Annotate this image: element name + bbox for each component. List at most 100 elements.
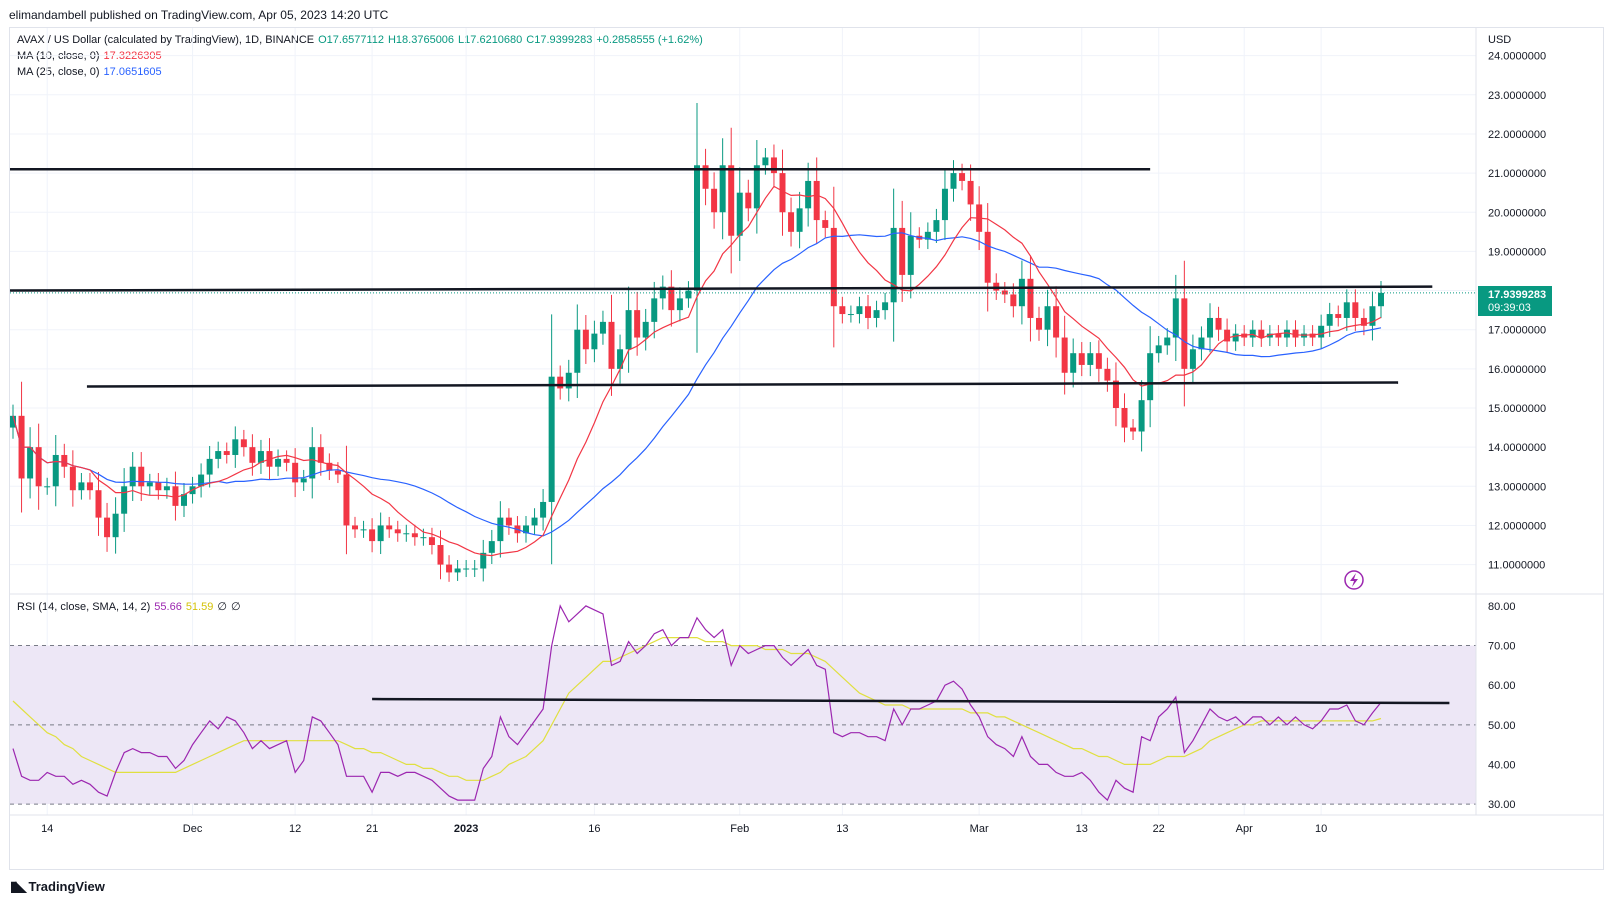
price-tick-label: 23.0000000	[1488, 90, 1546, 102]
candle-down	[292, 462, 299, 483]
support-resistance-line[interactable]	[86, 381, 1399, 388]
price-tick-label: 21.0000000	[1488, 168, 1546, 180]
candle-down	[830, 227, 837, 307]
candle-up	[941, 188, 948, 221]
candle-up	[625, 310, 632, 350]
candle-up	[1369, 306, 1376, 326]
candle-up	[1087, 353, 1094, 365]
candle-down	[668, 286, 675, 311]
candle-down	[1001, 290, 1008, 295]
rsi-trend-line[interactable]	[372, 697, 1450, 705]
current-price-badge: 17.9399283 09:39:03	[1478, 286, 1552, 316]
price-tick-label: 19.0000000	[1488, 246, 1546, 258]
ohlc-close: C17.9399283	[526, 34, 593, 46]
candle-up	[540, 501, 547, 518]
candle-up	[420, 537, 427, 539]
time-tick-label: 14	[41, 823, 53, 835]
candle-down	[1036, 317, 1042, 330]
candle-up	[1189, 349, 1196, 369]
candle-up	[377, 525, 384, 542]
candle-up	[1155, 345, 1162, 354]
candle-down	[702, 165, 709, 189]
price-tick-label: 15.0000000	[1488, 403, 1546, 415]
candle-down	[822, 220, 829, 228]
currency-label: USD	[1488, 34, 1511, 46]
candle-up	[1070, 353, 1077, 373]
brand-text: TradingView	[28, 879, 105, 894]
candle-up	[471, 568, 478, 570]
price-tick-label: 12.0000000	[1488, 520, 1546, 532]
rsi-extra-1: ∅	[217, 601, 227, 613]
candle-down	[1292, 329, 1299, 338]
candle-up	[1207, 317, 1213, 338]
lightning-icon[interactable]	[1344, 570, 1364, 590]
candle-down	[86, 482, 93, 491]
candle-down	[711, 188, 718, 213]
candle-up	[890, 227, 897, 303]
candle-up	[1326, 314, 1333, 326]
candle-down	[505, 517, 512, 526]
candle-up	[78, 482, 85, 491]
time-tick-label: Feb	[730, 823, 749, 835]
support-resistance-line[interactable]	[9, 285, 1433, 292]
candle-up	[1318, 325, 1325, 338]
publisher-line: elimandambell published on TradingView.c…	[9, 8, 389, 22]
ohlc-open: O17.6577112	[318, 34, 384, 46]
candle-down	[428, 537, 435, 546]
symbol-legend: AVAX / US Dollar (calculated by TradingV…	[17, 32, 707, 48]
candle-down	[839, 306, 846, 315]
candle-down	[1130, 427, 1137, 432]
candle-up	[924, 231, 931, 240]
time-tick-label: 13	[836, 823, 848, 835]
ma25-value: 17.0651605	[103, 66, 162, 78]
candle-down	[69, 466, 76, 491]
candle-up	[463, 568, 470, 570]
time-tick-label: Mar	[970, 823, 989, 835]
current-price-label: 17.9399283	[1488, 289, 1546, 301]
candle-up	[856, 306, 863, 315]
candle-up	[847, 314, 854, 316]
candle-down	[959, 173, 966, 181]
rsi-extra-2: ∅	[230, 601, 241, 613]
candle-up	[599, 321, 606, 334]
candle-down	[1215, 317, 1222, 330]
candle-down	[1335, 314, 1342, 318]
candle-up	[685, 290, 692, 299]
candle-down	[155, 482, 162, 491]
candle-down	[1360, 317, 1367, 326]
candle-down	[1121, 408, 1128, 428]
candle-up	[360, 529, 367, 531]
candle-up	[873, 310, 880, 318]
candle-up	[1249, 329, 1256, 338]
candle-down	[394, 529, 401, 534]
price-tick-label: 22.0000000	[1488, 129, 1546, 141]
candle-down	[770, 157, 777, 174]
candle-up	[121, 486, 128, 514]
candle-down	[1258, 329, 1265, 338]
time-tick-label: 22	[1153, 823, 1165, 835]
candle-up	[198, 474, 205, 487]
candle-up	[309, 447, 316, 479]
rsi-label: RSI (14, close, SMA, 14, 2)	[17, 601, 151, 613]
rsi-tick-label: 50.00	[1488, 720, 1516, 732]
candle-down	[1352, 302, 1359, 318]
candle-down	[1104, 368, 1111, 381]
candle-up	[1172, 298, 1179, 338]
candle-down	[865, 306, 871, 318]
candle-up	[651, 298, 658, 322]
candle-up	[1232, 333, 1239, 342]
candle-down	[104, 517, 111, 538]
tradingview-logo-icon: ▮◣	[10, 878, 27, 894]
candle-up	[531, 517, 538, 526]
candle-down	[437, 545, 444, 565]
candle-up	[1138, 400, 1145, 432]
ma25-legend: MA (25, close, 0) 17.0651605	[17, 64, 166, 80]
ma25-label: MA (25, close, 0)	[17, 66, 100, 78]
candle-up	[933, 220, 940, 232]
candle-down	[223, 451, 230, 455]
candle-up	[548, 376, 555, 502]
candle-down	[172, 486, 179, 506]
candle-down	[1027, 278, 1034, 318]
candle-down	[1275, 333, 1282, 338]
